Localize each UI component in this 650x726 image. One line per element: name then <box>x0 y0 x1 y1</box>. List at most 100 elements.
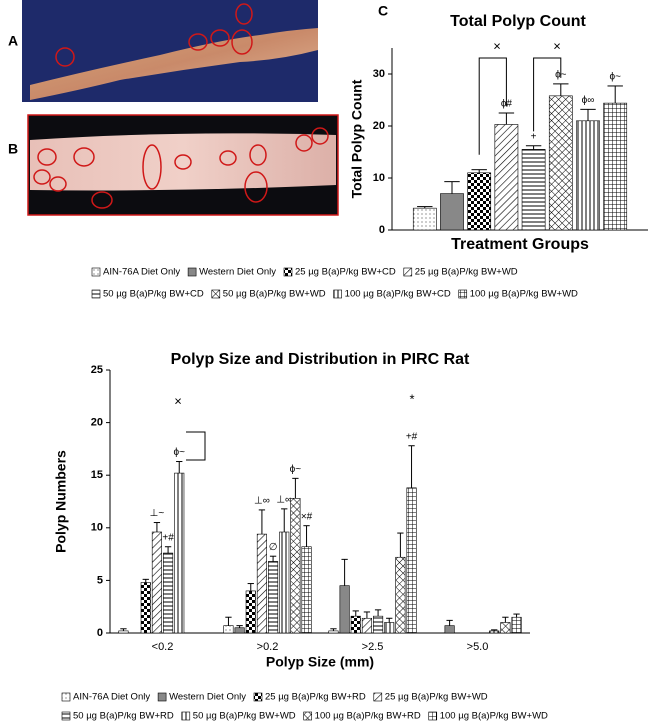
y-axis-label: Polyp Numbers <box>53 450 69 553</box>
significance-marker: ϕ~ <box>609 72 621 83</box>
significance-marker: +# <box>406 431 418 442</box>
polyp-circles <box>33 127 329 209</box>
bar <box>140 582 151 634</box>
y-tick-label: 10 <box>91 522 103 534</box>
bar <box>444 625 455 634</box>
bar <box>245 590 256 634</box>
bar <box>395 556 406 634</box>
y-tick-label: 15 <box>91 469 103 481</box>
x-axis-label: Polyp Size (mm) <box>266 654 374 670</box>
significance-marker: +# <box>162 532 174 543</box>
legend-swatch <box>91 267 101 277</box>
legend-label: Western Diet Only <box>169 692 246 703</box>
comparison-bracket <box>533 57 562 132</box>
legend-swatch <box>283 267 293 277</box>
bar <box>576 120 600 231</box>
bar <box>350 615 361 634</box>
panel-label: A <box>8 33 18 49</box>
polyp-circles <box>55 3 253 67</box>
bar <box>406 487 417 634</box>
bar <box>268 561 279 634</box>
bar <box>521 149 546 231</box>
legend-swatch <box>253 692 263 702</box>
legend-label: 50 µg B(a)P/kg BW+CD <box>103 289 204 300</box>
panel-label: C <box>378 3 388 19</box>
significance-marker: ⊥~ <box>150 508 165 519</box>
bar <box>361 617 372 634</box>
y-tick-label: 5 <box>97 574 103 586</box>
bar <box>548 95 573 231</box>
y-tick-label: 10 <box>373 172 385 184</box>
significance-marker: ϕ∞ <box>582 95 595 106</box>
bar <box>511 616 522 634</box>
significance-marker: ⊥∞ <box>276 495 292 506</box>
colon-tissue <box>30 28 318 100</box>
legend-swatch <box>333 289 342 299</box>
bar <box>234 627 245 634</box>
legend-swatch <box>91 289 101 299</box>
y-axis-label: Total Polyp Count <box>349 79 365 198</box>
y-tick-label: 30 <box>373 68 385 80</box>
legend-label: 100 µg B(a)P/kg BW+WD <box>440 711 548 722</box>
x-tick-label: >5.0 <box>467 641 489 653</box>
significance-marker: ×# <box>301 511 313 522</box>
legend-swatch <box>403 267 413 277</box>
y-tick-label: 20 <box>91 417 103 429</box>
y-tick-label: 25 <box>91 364 103 376</box>
legend-swatch <box>61 692 71 702</box>
bar <box>290 498 301 634</box>
legend-swatch <box>428 711 438 721</box>
legend-label: 50 µg B(a)P/kg BW+RD <box>73 711 174 722</box>
bar <box>279 531 290 634</box>
bar <box>174 472 185 634</box>
annotation: × <box>174 393 182 408</box>
chart-title: Total Polyp Count <box>450 13 586 30</box>
bar <box>384 622 395 634</box>
legend-label: 100 µg B(a)P/kg BW+CD <box>345 289 451 300</box>
legend-swatch <box>373 692 383 702</box>
bar <box>223 625 234 634</box>
bar <box>603 102 628 231</box>
x-tick-label: >2.5 <box>362 641 384 653</box>
legend-swatch <box>181 711 191 721</box>
legend-swatch <box>61 711 71 721</box>
bar <box>489 630 500 634</box>
legend-label: 25 µg B(a)P/kg BW+CD <box>295 267 396 278</box>
legend-swatch <box>157 692 167 702</box>
legend-label: 100 µg B(a)P/kg BW+RD <box>315 711 421 722</box>
legend-swatch <box>211 289 221 299</box>
legend-label: 25 µg B(a)P/kg BW+WD <box>385 692 488 703</box>
annotation: × <box>493 38 501 53</box>
bar <box>328 630 339 634</box>
legend-label: Western Diet Only <box>199 267 276 278</box>
bar <box>500 622 511 634</box>
colon-tissue <box>30 133 336 191</box>
legend-label: 25 µg B(a)P/kg BW+RD <box>265 692 366 703</box>
y-tick-label: 0 <box>379 224 385 236</box>
annotation: × <box>553 38 561 53</box>
bar <box>494 124 519 231</box>
comparison-bracket <box>186 431 206 461</box>
bar <box>373 615 384 634</box>
chart-title: Polyp Size and Distribution in PIRC Rat <box>171 351 470 368</box>
significance-marker: + <box>531 131 537 142</box>
bar <box>412 207 437 231</box>
comparison-bracket <box>478 57 507 155</box>
significance-marker: ∅ <box>269 542 278 553</box>
bar <box>440 193 464 231</box>
x-axis-label: Treatment Groups <box>451 236 589 253</box>
x-tick-label: >0.2 <box>257 641 279 653</box>
y-tick-label: 0 <box>97 627 103 639</box>
bar <box>163 552 174 634</box>
legend-label: 50 µg B(a)P/kg BW+WD <box>193 711 296 722</box>
bar <box>151 531 162 634</box>
legend-label: 25 µg B(a)P/kg BW+WD <box>415 267 518 278</box>
annotation: * <box>409 391 414 406</box>
legend-swatch <box>303 711 312 721</box>
bar <box>467 172 492 231</box>
bar <box>339 585 350 634</box>
legend-label: AIN-76A Diet Only <box>73 692 150 703</box>
bar <box>256 533 267 634</box>
significance-marker: ϕ~ <box>290 464 302 475</box>
